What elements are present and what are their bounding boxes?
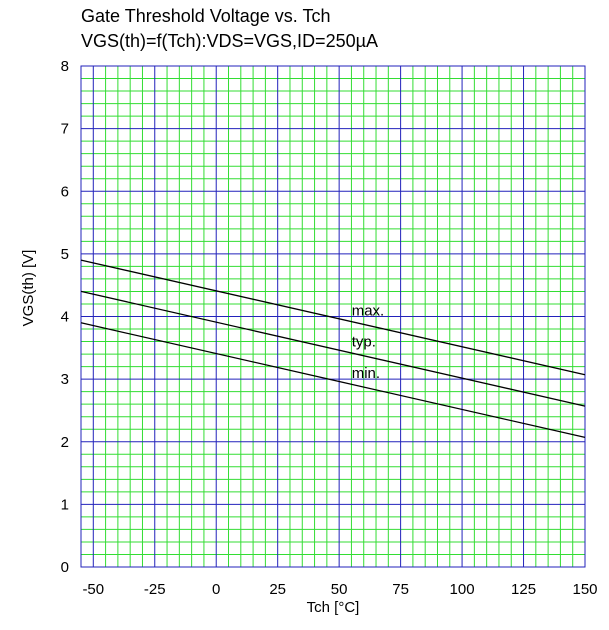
series-lines xyxy=(80,259,586,439)
series-line-typ xyxy=(80,290,586,407)
series-label: min. xyxy=(352,365,380,382)
x-tick-label: 150 xyxy=(572,581,597,598)
x-tick-label: 50 xyxy=(331,581,348,598)
x-tick-label: 125 xyxy=(511,581,536,598)
chart-subtitle: VGS(th)=f(Tch):VDS=VGS,ID=250µA xyxy=(81,31,378,51)
series-labels: max. typ. min. xyxy=(352,302,385,382)
chart-title: Gate Threshold Voltage vs. Tch xyxy=(81,6,331,26)
y-tick-label: 1 xyxy=(61,496,69,513)
x-tick-label: 100 xyxy=(450,581,475,598)
y-axis-ticks: 0 1 2 3 4 5 6 7 8 xyxy=(61,58,69,576)
x-tick-label: 75 xyxy=(392,581,409,598)
x-tick-label: 25 xyxy=(269,581,286,598)
y-tick-label: 7 xyxy=(61,121,69,138)
plot-area-border xyxy=(80,65,586,568)
x-tick-label: -25 xyxy=(144,581,166,598)
y-axis-label: VGS(th) [V] xyxy=(20,250,37,327)
series-line-min xyxy=(80,322,586,439)
series-line-max xyxy=(80,259,586,376)
x-axis-ticks: -50 -25 0 25 50 75 100 125 150 xyxy=(82,581,597,598)
x-axis-label: Tch [°C] xyxy=(307,599,360,616)
series-label: max. xyxy=(352,302,385,319)
y-tick-label: 5 xyxy=(61,246,69,263)
y-tick-label: 4 xyxy=(61,309,69,326)
y-tick-label: 2 xyxy=(61,434,69,451)
x-tick-label: 0 xyxy=(212,581,220,598)
y-tick-label: 3 xyxy=(61,371,69,388)
x-tick-label: -50 xyxy=(82,581,104,598)
y-tick-label: 6 xyxy=(61,183,69,200)
y-tick-label: 8 xyxy=(61,58,69,75)
series-label: typ. xyxy=(352,334,376,351)
y-tick-label: 0 xyxy=(61,559,69,576)
